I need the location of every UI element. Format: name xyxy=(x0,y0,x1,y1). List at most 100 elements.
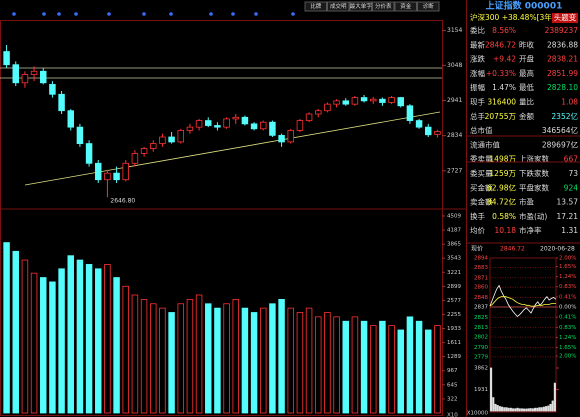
quote-cell: 市盈(动) xyxy=(519,211,547,221)
candle-body xyxy=(296,120,304,131)
y-tick-label: 3865 xyxy=(447,242,461,248)
candle-body xyxy=(214,125,221,128)
quote-cell: 20755万 xyxy=(485,112,517,121)
candle-body xyxy=(195,120,203,128)
volume-bar xyxy=(492,397,495,412)
volume-bar xyxy=(113,277,120,414)
intraday-chart: 现价 2846.72 2020-06-28 2894 2883 2871 2860 2848 2… xyxy=(467,246,577,417)
candle-body xyxy=(168,136,175,143)
top-stars xyxy=(12,12,295,16)
quote-cell: 17.21 xyxy=(557,212,579,221)
toolbar-label[interactable]: 资金 xyxy=(400,2,412,10)
quote-cell: 924 xyxy=(564,183,579,192)
y2-tick-label: 1.24% xyxy=(559,335,576,341)
volume-bar xyxy=(315,316,322,414)
volume-bar xyxy=(397,329,404,414)
candle-body xyxy=(232,116,239,120)
y2-tick-label: 2.00% xyxy=(559,256,576,262)
volume-bar xyxy=(512,408,515,412)
candle-body xyxy=(305,113,313,121)
quote-cell: 现手 xyxy=(470,97,485,107)
toolbar-button[interactable] xyxy=(417,1,440,12)
quote-cell: +0.33% xyxy=(486,69,516,78)
toolbar-label[interactable]: 诊断 xyxy=(423,2,435,10)
volume-bar xyxy=(534,407,537,412)
quote-cell: 平盘家数 xyxy=(519,182,549,192)
y2-tick-label: 1.65% xyxy=(559,264,576,270)
candle-body xyxy=(333,100,340,105)
volume-bar xyxy=(536,407,539,412)
candle-body xyxy=(360,97,368,102)
volume-bar xyxy=(516,407,519,412)
quote-cell: 市盈 xyxy=(519,197,534,207)
quote-cell: 振幅 xyxy=(470,82,485,92)
y2-tick-label: 1.65% xyxy=(559,345,576,351)
quote-cell: 涨跌 xyxy=(470,54,485,64)
candle-body xyxy=(406,105,414,121)
y-tick-label: 2899 xyxy=(447,284,461,290)
volume-bar xyxy=(507,407,510,412)
volume-bar xyxy=(518,408,521,412)
candle-body xyxy=(159,136,166,144)
button-bg[interactable] xyxy=(552,13,578,23)
y-tick-label: 2883 xyxy=(474,265,488,271)
volume-bar xyxy=(30,272,38,414)
candle-body xyxy=(85,143,93,164)
volume-bar xyxy=(104,264,111,414)
toolbar-button[interactable] xyxy=(394,1,417,12)
quote-cell: 2846.72 xyxy=(485,40,516,49)
volume-bar xyxy=(496,405,499,412)
quote-button[interactable]: 头题变 xyxy=(554,12,577,22)
quote-cell: 市净率 xyxy=(519,225,542,235)
candle-body xyxy=(95,162,102,181)
quote-cell: 上涨家数 xyxy=(519,154,549,164)
quote-cell: 最新 xyxy=(470,39,485,49)
quote-panel: 上证指数 000001 沪深300 +38.48%[3年] 头题变 委比 8.56… xyxy=(470,0,578,235)
toolbar-label[interactable]: 成交明 xyxy=(330,2,347,10)
volume-bar xyxy=(95,268,102,414)
toolbar-button[interactable] xyxy=(304,1,327,12)
header-label: 现价 xyxy=(471,246,483,253)
toolbar-label[interactable]: 最大单字 xyxy=(350,2,373,10)
y-tick-label: 2727 xyxy=(447,167,462,174)
candle-body xyxy=(415,120,423,128)
volume-bar xyxy=(520,408,523,412)
toolbar-button[interactable] xyxy=(327,1,350,12)
quote-cell: +9.42 xyxy=(493,55,516,64)
volume-bar xyxy=(278,298,285,414)
quote-cell: 8.56% xyxy=(492,26,516,35)
volume-bar xyxy=(351,316,359,414)
candle-body xyxy=(342,100,349,105)
candle-body xyxy=(250,123,258,130)
quote-cell: 委卖量 xyxy=(470,154,493,164)
quote-cell: 10.18 xyxy=(495,226,517,235)
y-tick-label: 3862 xyxy=(474,366,488,372)
candle-body xyxy=(269,121,276,136)
toolbar-button[interactable] xyxy=(372,1,395,12)
volume-bar xyxy=(85,264,93,414)
y-tick-label: 2255 xyxy=(447,312,461,318)
unit-label: X10000 xyxy=(467,411,489,417)
header-date: 2020-06-28 xyxy=(540,246,575,253)
volume-bar xyxy=(195,294,203,414)
candle-body xyxy=(76,126,84,144)
quote-cell: 2851.99 xyxy=(547,69,578,78)
volume-bar xyxy=(150,303,157,414)
volume-bar xyxy=(287,307,294,414)
toolbar-label[interactable]: 分价表 xyxy=(375,2,392,10)
volume-bar xyxy=(498,406,501,412)
candle-body xyxy=(388,97,395,103)
toolbar-button[interactable] xyxy=(349,1,372,12)
quote-cell: 开盘 xyxy=(519,54,534,64)
candle-body xyxy=(150,143,157,149)
candle-body xyxy=(370,98,377,102)
candle-body xyxy=(40,70,47,84)
candle-body xyxy=(49,84,56,95)
quote-cell: 346564亿 xyxy=(542,125,579,135)
quote-cell: 最高 xyxy=(519,68,534,78)
candle-body xyxy=(140,148,148,154)
toolbar-label[interactable]: 比牌 xyxy=(310,2,322,10)
quote-cell: 流通市值 xyxy=(470,139,500,149)
